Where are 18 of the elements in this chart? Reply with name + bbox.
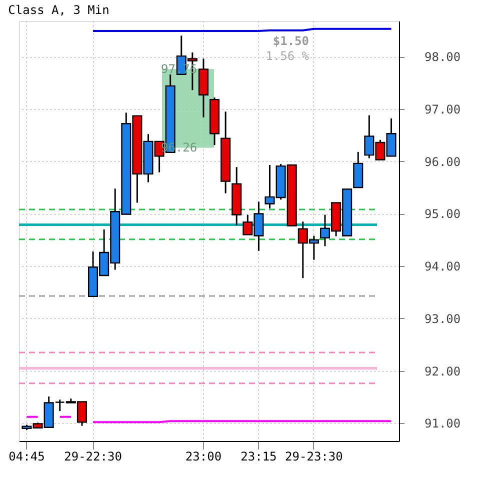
annotation: 1.56 % — [266, 49, 310, 63]
x-tick-label: 29-23:30 — [285, 450, 343, 464]
x-tick-label: 23:00 — [185, 450, 222, 464]
y-tick-label: 98.00 — [424, 50, 461, 64]
y-tick-label: 93.00 — [424, 312, 461, 326]
y-tick-label: 92.00 — [424, 364, 461, 378]
y-tick-label: 95.00 — [424, 207, 461, 222]
x-tick-label: 29-22:30 — [64, 450, 122, 464]
x-tick-label: 23:15 — [240, 450, 277, 464]
y-tick-label: 94.00 — [424, 260, 461, 274]
annotation: 97.76 — [161, 62, 198, 76]
chart-title: Class A, 3 Min — [8, 3, 110, 17]
y-tick-label: 91.00 — [424, 416, 461, 431]
annotation: 96.26 — [161, 140, 198, 155]
x-tick-label: 04:45 — [8, 450, 45, 464]
y-tick-label: 96.00 — [424, 154, 461, 169]
y-tick-label: 97.00 — [424, 102, 461, 116]
annotation: $1.50 — [272, 34, 309, 48]
